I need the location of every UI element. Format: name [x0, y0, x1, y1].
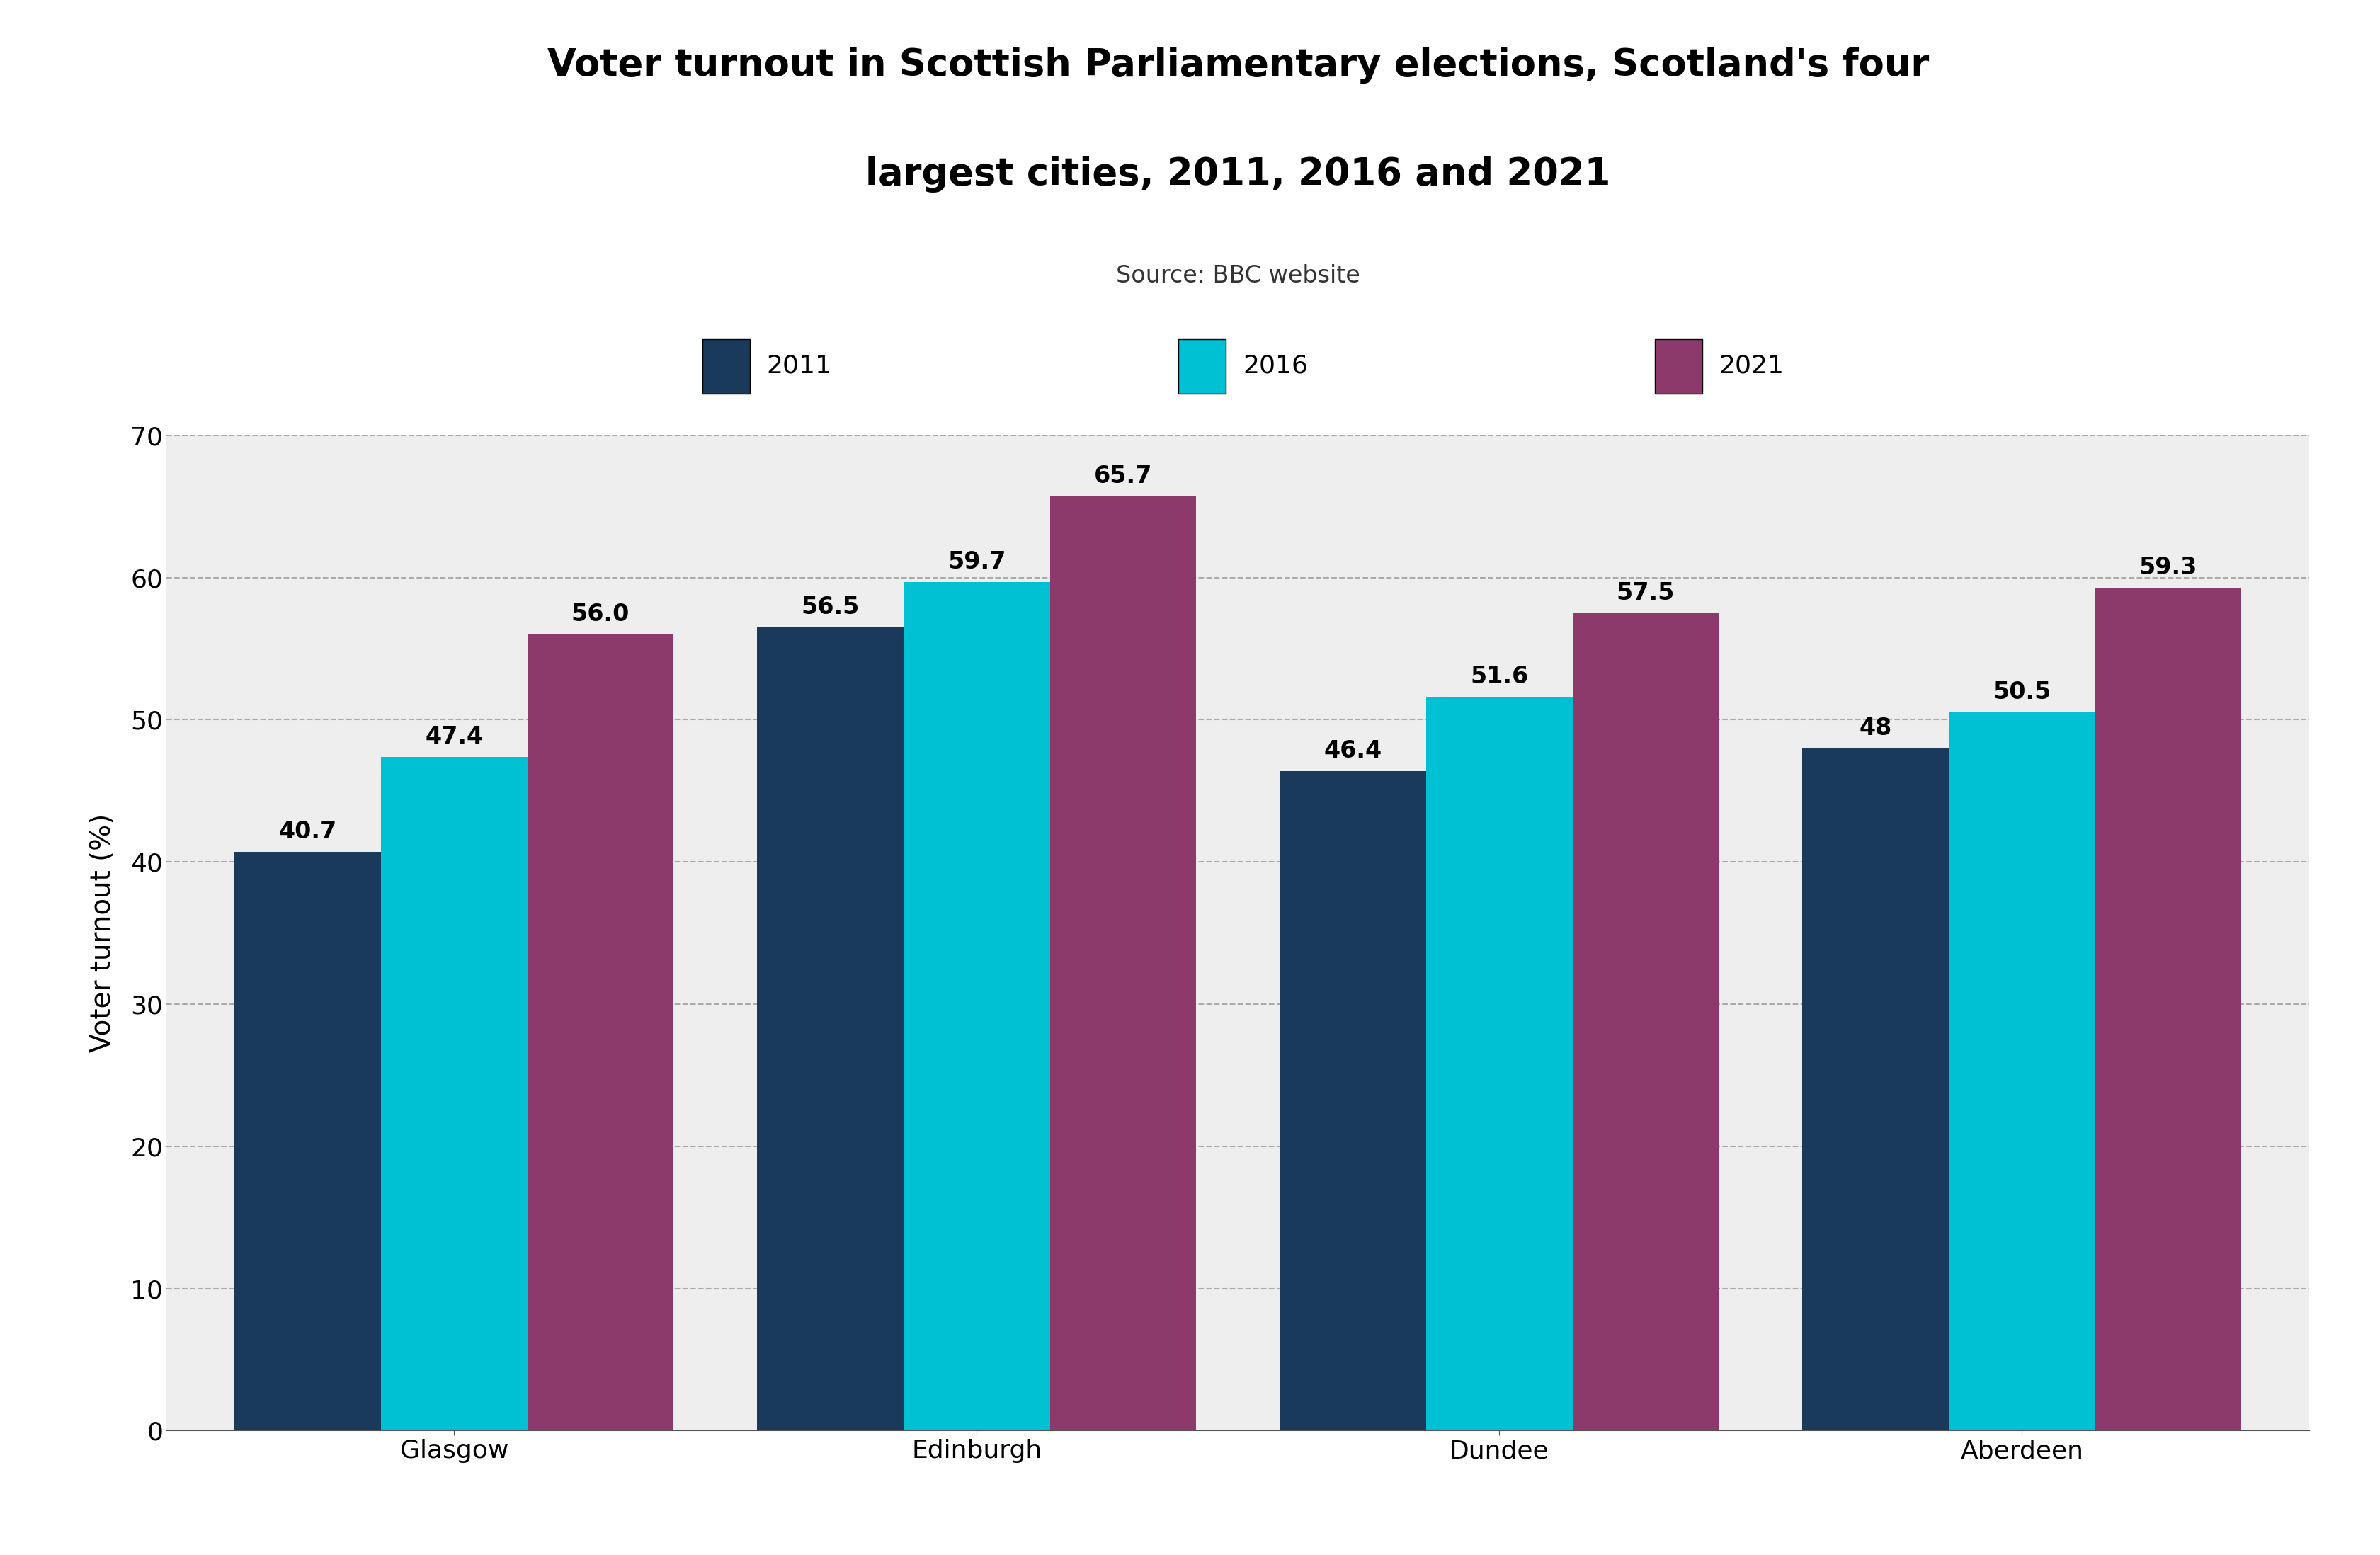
Text: 51.6: 51.6 — [1471, 666, 1528, 689]
Text: 59.3: 59.3 — [2137, 555, 2197, 578]
Text: 2021: 2021 — [1718, 353, 1783, 378]
Text: 57.5: 57.5 — [1616, 582, 1673, 605]
Text: 56.5: 56.5 — [802, 596, 859, 619]
Bar — [904, 582, 1050, 1431]
Text: 56.0: 56.0 — [571, 602, 628, 627]
Bar — [526, 634, 674, 1431]
Text: 46.4: 46.4 — [1323, 739, 1383, 762]
Text: 2016: 2016 — [1242, 353, 1307, 378]
Bar — [1949, 712, 2094, 1431]
Text: 65.7: 65.7 — [1092, 465, 1152, 488]
Bar — [2094, 588, 2240, 1431]
Y-axis label: Voter turnout (%): Voter turnout (%) — [88, 813, 117, 1053]
Bar — [1050, 496, 1195, 1431]
Text: largest cities, 2011, 2016 and 2021: largest cities, 2011, 2016 and 2021 — [864, 156, 1611, 193]
Bar — [1426, 697, 1571, 1431]
Text: 47.4: 47.4 — [426, 725, 483, 748]
Bar — [1571, 613, 1718, 1431]
Text: Voter turnout in Scottish Parliamentary elections, Scotland's four: Voter turnout in Scottish Parliamentary … — [547, 47, 1928, 84]
Bar — [1280, 771, 1426, 1431]
Text: 48: 48 — [1859, 717, 1892, 740]
Text: 59.7: 59.7 — [947, 550, 1004, 574]
Bar — [1802, 748, 1949, 1431]
Bar — [757, 627, 904, 1431]
Bar — [236, 852, 381, 1431]
Text: 2011: 2011 — [766, 353, 831, 378]
Text: Source: BBC website: Source: BBC website — [1116, 264, 1359, 288]
Text: 40.7: 40.7 — [278, 819, 338, 843]
Text: 50.5: 50.5 — [1992, 681, 2052, 704]
Bar — [381, 757, 526, 1431]
